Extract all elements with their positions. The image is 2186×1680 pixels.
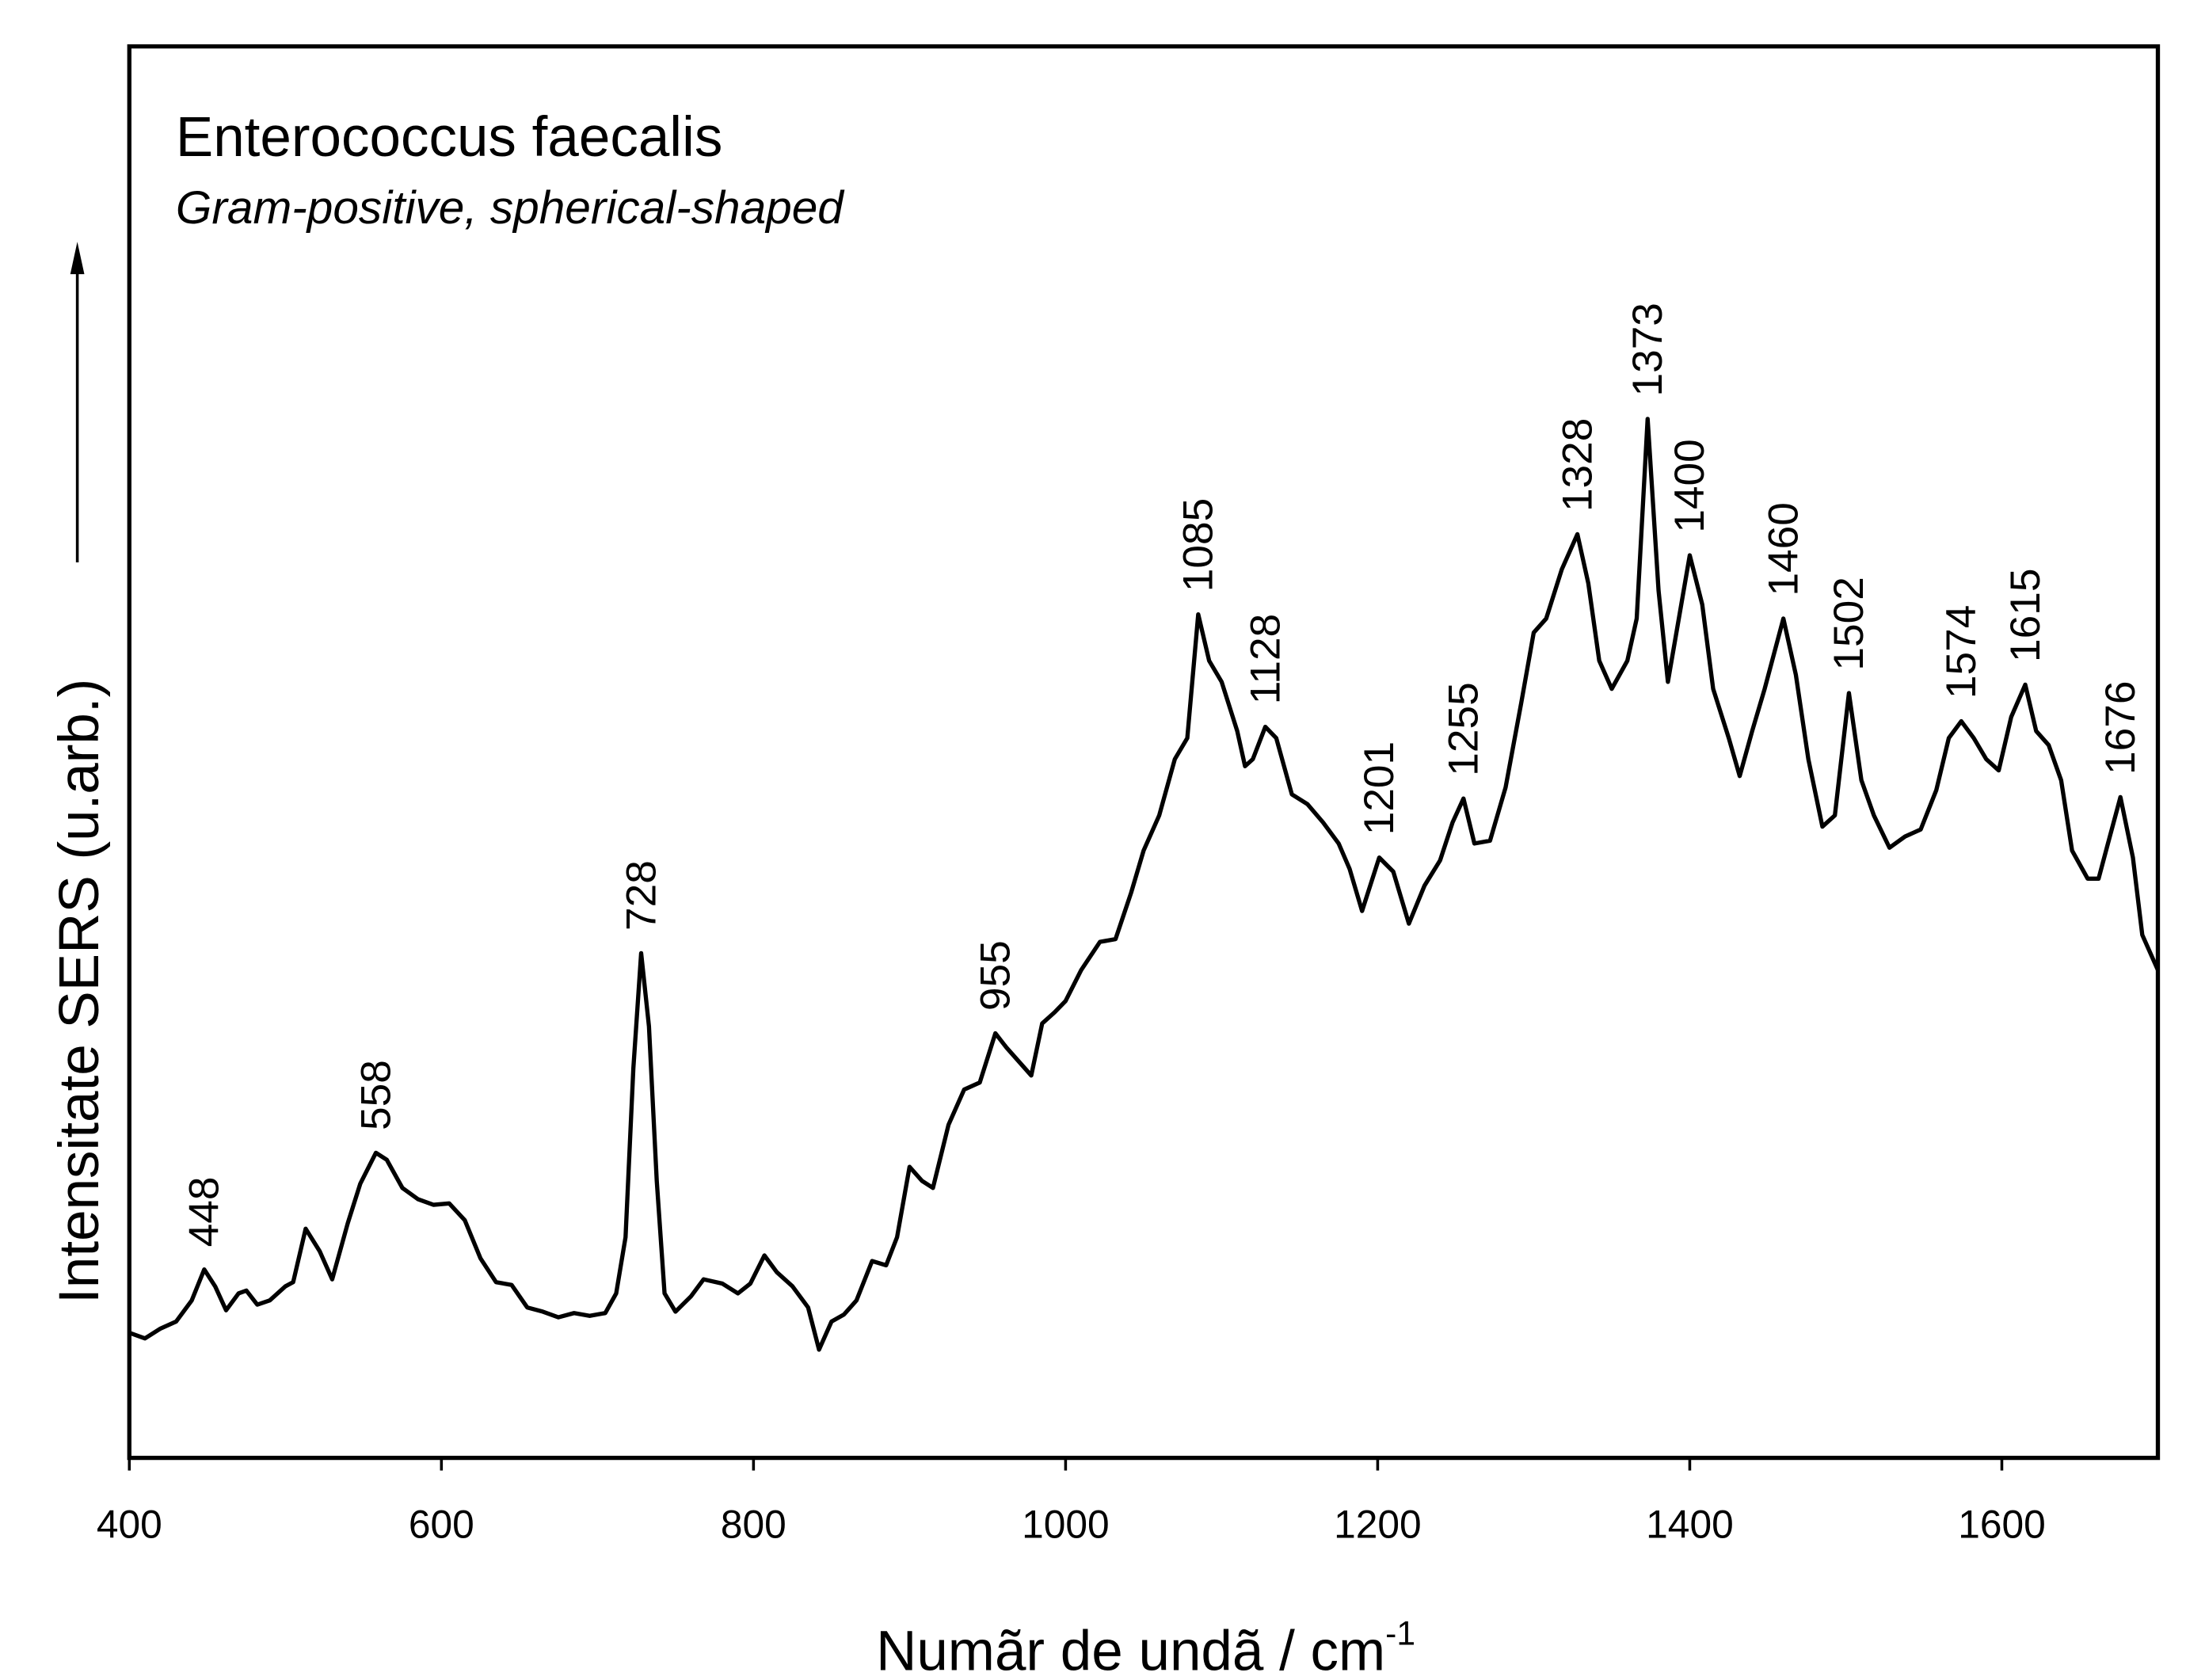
peak-label: 1328 (1554, 418, 1601, 512)
x-tick-label: 1000 (1022, 1503, 1110, 1547)
peak-label: 1255 (1441, 682, 1487, 775)
peak-label: 448 (181, 1177, 228, 1248)
x-tick-label: 1600 (1958, 1503, 2046, 1547)
peak-label: 1373 (1624, 303, 1671, 396)
peak-label: 1460 (1760, 502, 1807, 596)
peak-label: 955 (972, 940, 1019, 1011)
peak-label: 1128 (1242, 614, 1289, 704)
plot-area: 400 600 800 1000 1200 1400 1600 448 558 728 955 108… (97, 303, 2160, 1547)
y-arrow-head (70, 242, 85, 275)
chart-subtitle: Gram-positive, spherical-shaped (176, 182, 845, 234)
plot-frame (127, 44, 2161, 1461)
x-axis-label: Numãr de undã / cm-1 (876, 1615, 1415, 1680)
peak-label: 1676 (2097, 681, 2144, 775)
x-tick-label: 1200 (1334, 1503, 1422, 1547)
peak-label: 1085 (1175, 498, 1222, 592)
x-tick-label: 800 (721, 1503, 786, 1547)
x-axis-label-text: Numãr de undã / cm (876, 1621, 1385, 1680)
x-tick-label: 600 (409, 1503, 474, 1547)
chart-title: Enterococcus faecalis (176, 106, 722, 169)
y-axis-label: Intensitate SERS (u.arb.) (48, 679, 111, 1304)
peak-label: 1201 (1356, 741, 1403, 835)
x-tick-label: 1400 (1646, 1503, 1734, 1547)
peak-label: 1400 (1666, 439, 1713, 532)
peak-label: 1615 (2002, 569, 2049, 662)
peak-label: 1574 (1938, 605, 1985, 699)
spectrum-line (128, 417, 2160, 1352)
x-axis-label-sup: -1 (1385, 1615, 1415, 1653)
peak-label: 558 (352, 1060, 399, 1130)
peak-label: 1502 (1826, 577, 1872, 670)
peak-label: 728 (618, 860, 665, 931)
x-tick-label: 400 (97, 1503, 162, 1547)
